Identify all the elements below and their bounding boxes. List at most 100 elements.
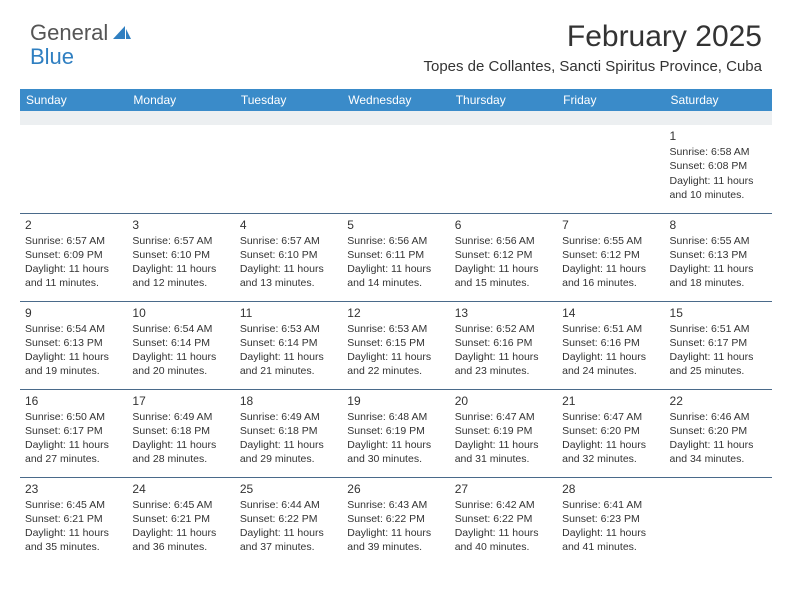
sunrise-text: Sunrise: 6:54 AM [132,322,229,336]
week-row: 1Sunrise: 6:58 AMSunset: 6:08 PMDaylight… [20,125,772,213]
day-cell: 4Sunrise: 6:57 AMSunset: 6:10 PMDaylight… [235,213,342,301]
day-number: 6 [455,217,552,233]
spacer-cell [557,111,664,125]
sunrise-text: Sunrise: 6:52 AM [455,322,552,336]
sunrise-text: Sunrise: 6:44 AM [240,498,337,512]
day-number: 24 [132,481,229,497]
sunrise-text: Sunrise: 6:41 AM [562,498,659,512]
daylight-text: Daylight: 11 hours and 16 minutes. [562,262,659,290]
sunset-text: Sunset: 6:18 PM [240,424,337,438]
sunrise-text: Sunrise: 6:58 AM [670,145,767,159]
day-number: 16 [25,393,122,409]
daylight-text: Daylight: 11 hours and 34 minutes. [670,438,767,466]
daylight-text: Daylight: 11 hours and 24 minutes. [562,350,659,378]
sunset-text: Sunset: 6:09 PM [25,248,122,262]
spacer-cell [665,111,772,125]
day-cell: 23Sunrise: 6:45 AMSunset: 6:21 PMDayligh… [20,477,127,565]
daylight-text: Daylight: 11 hours and 18 minutes. [670,262,767,290]
sunrise-text: Sunrise: 6:55 AM [670,234,767,248]
empty-cell [450,125,557,213]
day-cell: 15Sunrise: 6:51 AMSunset: 6:17 PMDayligh… [665,301,772,389]
week-row: 23Sunrise: 6:45 AMSunset: 6:21 PM Dayligh… [20,477,772,565]
day-cell: 19Sunrise: 6:48 AMSunset: 6:19 PMDayligh… [342,389,449,477]
day-number: 28 [562,481,659,497]
day-header: Thursday [450,89,557,111]
day-cell: 5Sunrise: 6:56 AMSunset: 6:11 PMDaylight… [342,213,449,301]
sunrise-text: Sunrise: 6:57 AM [240,234,337,248]
day-cell: 7Sunrise: 6:55 AMSunset: 6:12 PMDaylight… [557,213,664,301]
sunrise-text: Sunrise: 6:42 AM [455,498,552,512]
day-cell: 10Sunrise: 6:54 AMSunset: 6:14 PMDayligh… [127,301,234,389]
day-cell: 8Sunrise: 6:55 AMSunset: 6:13 PMDaylight… [665,213,772,301]
day-number: 5 [347,217,444,233]
sunset-text: Sunset: 6:11 PM [347,248,444,262]
daylight-text: Daylight: 11 hours and 37 minutes. [240,526,337,554]
daylight-text: Daylight: 11 hours and 41 minutes. [562,526,659,554]
sunset-text: Sunset: 6:10 PM [132,248,229,262]
daylight-text: Daylight: 11 hours and 39 minutes. [347,526,444,554]
sunrise-text: Sunrise: 6:56 AM [455,234,552,248]
sunset-text: Sunset: 6:13 PM [25,336,122,350]
sunrise-text: Sunrise: 6:53 AM [347,322,444,336]
spacer-cell [342,111,449,125]
sunrise-text: Sunrise: 6:54 AM [25,322,122,336]
sunrise-text: Sunrise: 6:49 AM [132,410,229,424]
empty-cell [127,125,234,213]
day-cell: 6Sunrise: 6:56 AMSunset: 6:12 PMDaylight… [450,213,557,301]
day-number: 21 [562,393,659,409]
sunset-text: Sunset: 6:19 PM [347,424,444,438]
day-cell: 16Sunrise: 6:50 AMSunset: 6:17 PMDayligh… [20,389,127,477]
day-cell: 20Sunrise: 6:47 AMSunset: 6:19 PMDayligh… [450,389,557,477]
sunrise-text: Sunrise: 6:51 AM [562,322,659,336]
day-number: 23 [25,481,122,497]
daylight-text: Daylight: 11 hours and 20 minutes. [132,350,229,378]
day-number: 19 [347,393,444,409]
sunset-text: Sunset: 6:19 PM [455,424,552,438]
sunset-text: Sunset: 6:16 PM [562,336,659,350]
empty-cell [20,125,127,213]
empty-cell [235,125,342,213]
location-subtitle: Topes de Collantes, Sancti Spiritus Prov… [423,58,762,75]
daylight-text: Daylight: 11 hours and 10 minutes. [670,174,767,202]
sunset-text: Sunset: 6:20 PM [562,424,659,438]
day-cell: 27Sunrise: 6:42 AMSunset: 6:22 PMDayligh… [450,477,557,565]
day-cell: 13Sunrise: 6:52 AMSunset: 6:16 PMDayligh… [450,301,557,389]
sunset-text: Sunset: 6:10 PM [240,248,337,262]
day-cell: 25Sunrise: 6:44 AMSunset: 6:22 PMDayligh… [235,477,342,565]
calendar-head: SundayMondayTuesdayWednesdayThursdayFrid… [20,89,772,111]
sunrise-text: Sunrise: 6:57 AM [25,234,122,248]
week-row: 16Sunrise: 6:50 AMSunset: 6:17 PMDayligh… [20,389,772,477]
day-header: Saturday [665,89,772,111]
day-number: 27 [455,481,552,497]
day-number: 22 [670,393,767,409]
day-number: 17 [132,393,229,409]
daylight-text: Daylight: 11 hours and 19 minutes. [25,350,122,378]
sunset-text: Sunset: 6:16 PM [455,336,552,350]
sunset-text: Sunset: 6:21 PM [25,512,122,526]
day-cell: 17Sunrise: 6:49 AMSunset: 6:18 PMDayligh… [127,389,234,477]
sunrise-text: Sunrise: 6:49 AM [240,410,337,424]
sunset-text: Sunset: 6:22 PM [347,512,444,526]
day-header: Monday [127,89,234,111]
day-number: 12 [347,305,444,321]
day-number: 26 [347,481,444,497]
day-cell: 21Sunrise: 6:47 AMSunset: 6:20 PMDayligh… [557,389,664,477]
sunrise-text: Sunrise: 6:45 AM [25,498,122,512]
day-number: 8 [670,217,767,233]
daylight-text: Daylight: 11 hours and 13 minutes. [240,262,337,290]
day-cell: 22Sunrise: 6:46 AMSunset: 6:20 PMDayligh… [665,389,772,477]
sunset-text: Sunset: 6:18 PM [132,424,229,438]
sunrise-text: Sunrise: 6:56 AM [347,234,444,248]
daylight-text: Daylight: 11 hours and 30 minutes. [347,438,444,466]
day-header: Sunday [20,89,127,111]
month-title: February 2025 [423,20,762,54]
sunset-text: Sunset: 6:14 PM [132,336,229,350]
day-header: Friday [557,89,664,111]
daylight-text: Daylight: 11 hours and 14 minutes. [347,262,444,290]
daylight-text: Daylight: 11 hours and 31 minutes. [455,438,552,466]
sunrise-text: Sunrise: 6:50 AM [25,410,122,424]
day-cell: 26Sunrise: 6:43 AMSunset: 6:22 PMDayligh… [342,477,449,565]
daylight-text: Daylight: 11 hours and 32 minutes. [562,438,659,466]
daylight-text: Daylight: 11 hours and 28 minutes. [132,438,229,466]
daylight-text: Daylight: 11 hours and 36 minutes. [132,526,229,554]
